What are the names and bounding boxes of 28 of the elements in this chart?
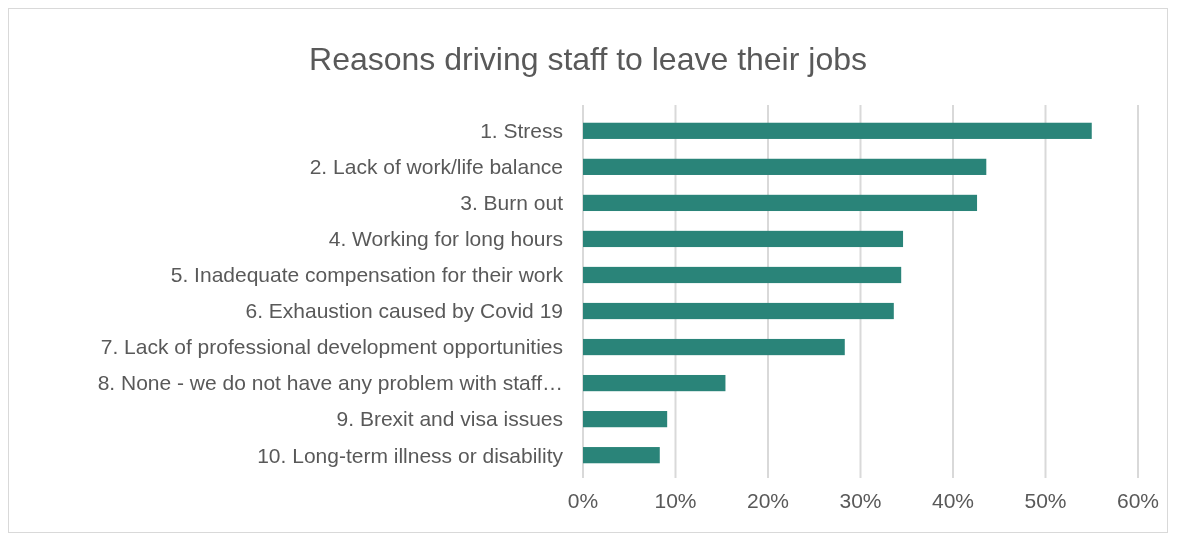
y-tick-label: 8. None - we do not have any problem with staff… (97, 371, 563, 395)
chart-title: Reasons driving staff to leave their jobs (309, 41, 867, 77)
y-tick-label: 1. Stress (480, 119, 563, 143)
bar (583, 447, 660, 464)
bar (583, 266, 902, 284)
x-tick-label: 30% (839, 489, 882, 512)
bar (583, 338, 845, 356)
bar (583, 194, 978, 212)
y-tick-label: 6. Exhaustion caused by Covid 19 (245, 299, 563, 323)
y-tick-label: 10. Long-term illness or disability (257, 443, 564, 467)
y-tick-label: 5. Inadequate compensation for their work (170, 263, 564, 287)
bar (583, 411, 668, 428)
x-tick-label: 10% (654, 489, 697, 512)
bar (583, 158, 987, 175)
x-tick-label: 50% (1024, 489, 1067, 512)
y-tick-label: 9. Brexit and visa issues (336, 407, 563, 431)
y-tick-label: 7. Lack of professional development opportunities (100, 335, 563, 359)
x-tick-label: 40% (931, 489, 975, 512)
y-tick-label: 2. Lack of work/life balance (309, 155, 563, 179)
bar (583, 302, 894, 320)
x-tick-label: 0% (567, 489, 599, 512)
bar (583, 230, 904, 248)
y-tick-label: 4. Working for long hours (328, 227, 563, 251)
y-tick-label: 3. Burn out (460, 191, 564, 215)
bar (583, 374, 726, 392)
bar (583, 122, 1092, 139)
x-tick-label: 60% (1116, 489, 1160, 512)
x-tick-label: 20% (746, 489, 790, 512)
